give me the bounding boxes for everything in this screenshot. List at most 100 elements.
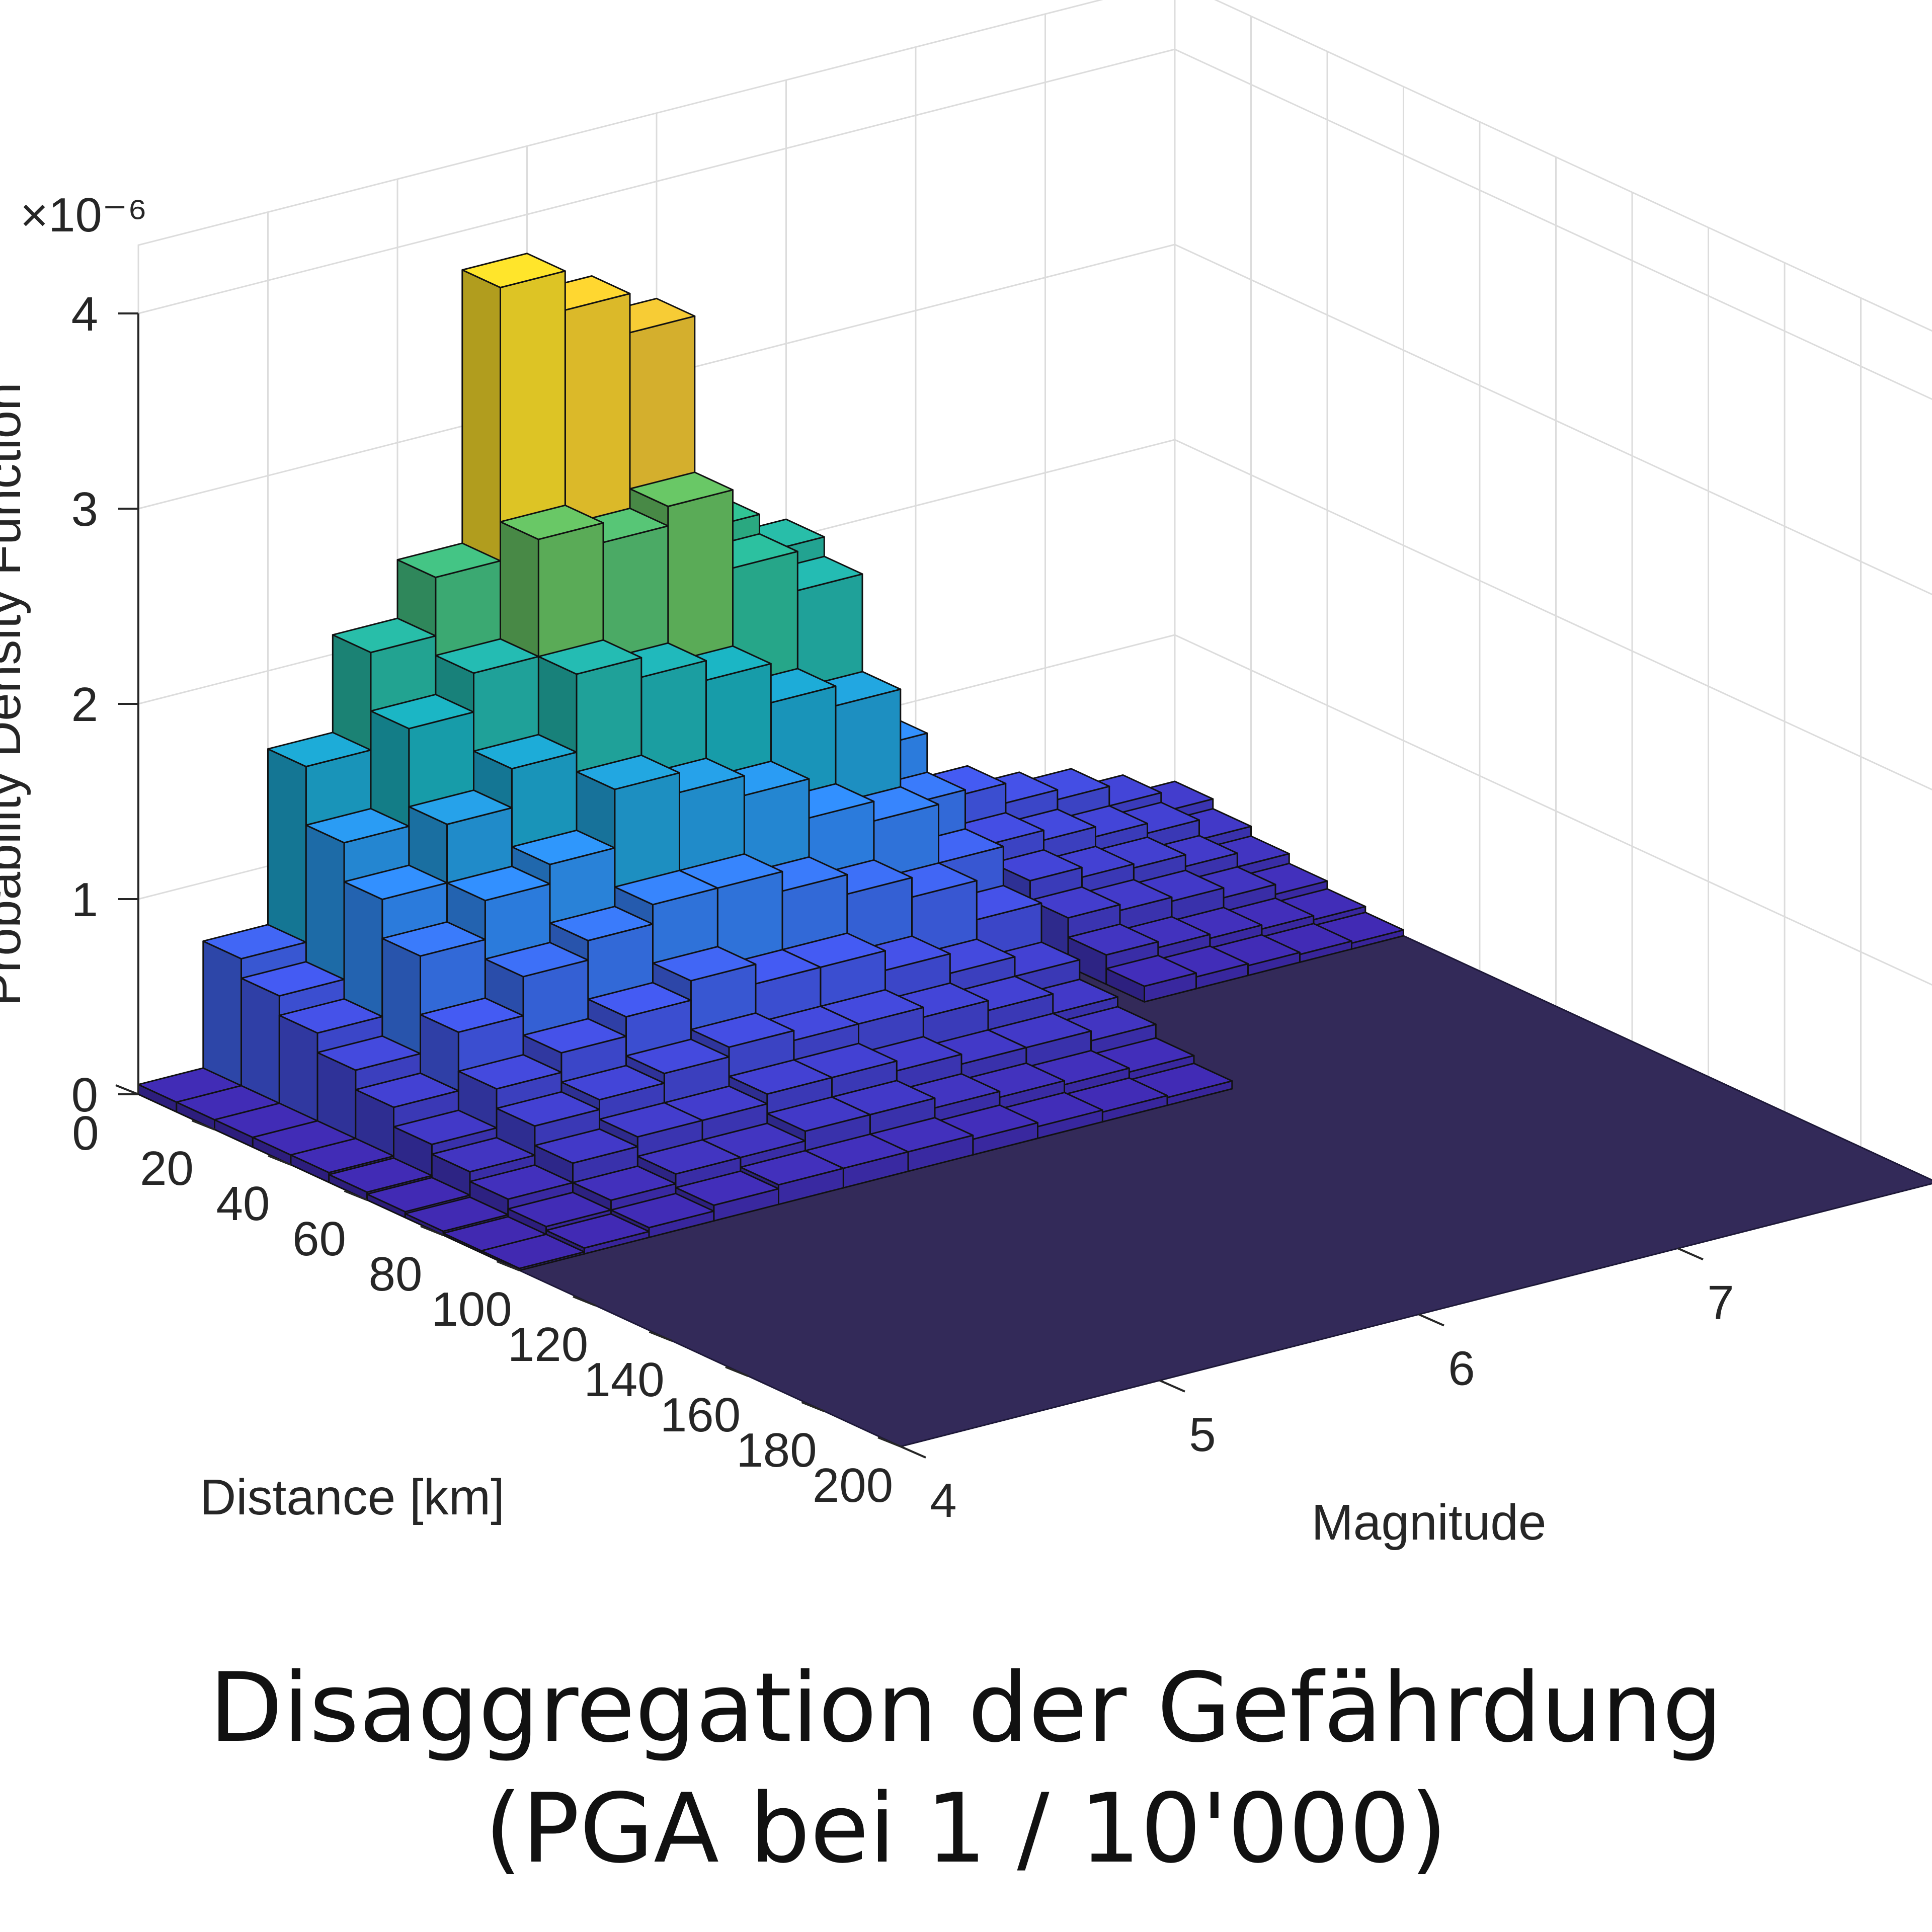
bar-top: [549, 906, 654, 941]
distance-tick-label: 100: [431, 1282, 512, 1336]
bar-top: [522, 1018, 627, 1054]
distance-tick-label: 180: [736, 1423, 817, 1477]
bar-top: [587, 982, 692, 1018]
z-axis-label: Probability Density Function: [0, 382, 31, 1006]
bar-top: [332, 617, 437, 654]
bar-top: [316, 1035, 421, 1071]
bar-top: [473, 734, 578, 770]
bar-top: [393, 1109, 498, 1146]
bar-top: [408, 789, 513, 825]
bar-top: [267, 732, 372, 768]
magnitude-tick: [900, 1445, 926, 1459]
distance-tick: [877, 1436, 901, 1447]
bar-top: [511, 829, 616, 865]
bar-top: [991, 849, 1083, 881]
bar-top: [625, 1038, 730, 1075]
magnitude-tick: [1677, 1247, 1704, 1261]
z-tick-label: 2: [71, 678, 98, 732]
bar-top: [431, 1137, 536, 1173]
caption-line-2: (PGA bei 1 / 10'000): [485, 1773, 1447, 1884]
bar-top: [343, 864, 448, 901]
magnitude-tick-label: 7: [1707, 1275, 1734, 1329]
bar-top: [366, 1177, 471, 1213]
distance-tick-label: 20: [140, 1142, 194, 1195]
bar-top: [420, 997, 524, 1033]
magnitude-tick-label: 5: [1189, 1408, 1216, 1462]
bar-top: [572, 1165, 677, 1201]
z-tick-label: 4: [71, 287, 98, 341]
distance-tick: [191, 1119, 215, 1131]
bar-top: [240, 961, 345, 997]
chart-labels: ×10⁻⁶ Probability Density Function Dista…: [0, 188, 1547, 1551]
bar-top: [629, 471, 734, 507]
distance-tick-label: 140: [584, 1353, 664, 1407]
bar-top: [484, 941, 589, 978]
bar-top: [305, 808, 410, 844]
z-tick-label: 1: [71, 873, 98, 927]
bar-top: [614, 869, 718, 906]
bar-top: [1029, 886, 1121, 919]
bar-top: [461, 253, 566, 288]
y-axis-label: Magnitude: [1312, 1494, 1547, 1551]
bar-top: [396, 542, 501, 579]
distance-tick-label: 200: [813, 1459, 893, 1512]
bar-top: [728, 1059, 833, 1095]
distance-tick: [115, 1084, 139, 1095]
x-axis-label: Distance [km]: [200, 1469, 505, 1525]
distance-tick: [496, 1260, 520, 1271]
bar-top: [290, 1138, 394, 1174]
distance-tick-label: 40: [216, 1177, 270, 1231]
z-tick-label: 0: [71, 1068, 98, 1122]
magnitude-tick-label: 6: [1448, 1342, 1475, 1396]
bar-top: [457, 1054, 562, 1090]
bar-top: [435, 638, 539, 674]
bar-top: [534, 1128, 638, 1164]
bar-top: [278, 998, 383, 1034]
distance-tick-label: 0: [72, 1106, 99, 1160]
secondary-bar-5-0: [1105, 954, 1197, 1003]
bar-top: [370, 693, 474, 730]
bar-top: [576, 754, 680, 790]
chart-axes: 0123402040608010012014016018020045678: [71, 287, 1734, 1527]
bar-top: [599, 1102, 703, 1138]
bar-top: [537, 639, 642, 675]
bar-top: [675, 1170, 779, 1206]
distance-tick: [573, 1296, 596, 1307]
z-tick-label: 3: [71, 482, 98, 536]
z-exponent-label: ×10⁻⁶: [20, 188, 147, 242]
bar-top: [507, 1191, 612, 1228]
distance-tick-label: 60: [292, 1212, 346, 1266]
bar-top: [766, 1096, 871, 1132]
bar-top: [381, 921, 486, 957]
bar-top: [740, 1150, 844, 1186]
magnitude-tick: [1159, 1379, 1185, 1393]
bar-top: [469, 1164, 574, 1200]
distance-tick: [649, 1331, 673, 1342]
bar-top: [1067, 923, 1159, 956]
bar-top: [636, 1139, 742, 1175]
magnitude-tick: [1418, 1313, 1444, 1327]
bar-top: [500, 504, 604, 540]
bar-top: [328, 1157, 433, 1193]
main-bar-9-0: [480, 1233, 585, 1271]
bar-top: [1105, 954, 1197, 987]
distance-tick: [725, 1366, 749, 1377]
distance-tick: [344, 1190, 368, 1201]
caption-line-1: Disaggregation der Gefährdung: [209, 1652, 1723, 1763]
distance-tick: [268, 1155, 291, 1166]
chart-bars: [137, 253, 1404, 1271]
bar-top: [496, 1091, 600, 1127]
distance-tick-label: 120: [508, 1318, 588, 1372]
distance-tick: [801, 1401, 825, 1412]
bar-top: [355, 1072, 459, 1108]
bar-top: [610, 1192, 715, 1229]
bar-top: [560, 1065, 665, 1101]
bar-top: [446, 865, 551, 902]
distance-tick: [420, 1225, 444, 1236]
distance-tick-label: 160: [660, 1388, 741, 1442]
magnitude-tick-label: 4: [930, 1474, 956, 1527]
distance-tick-label: 80: [369, 1247, 423, 1301]
bar-top: [480, 1233, 585, 1269]
bar-top: [404, 1196, 509, 1232]
